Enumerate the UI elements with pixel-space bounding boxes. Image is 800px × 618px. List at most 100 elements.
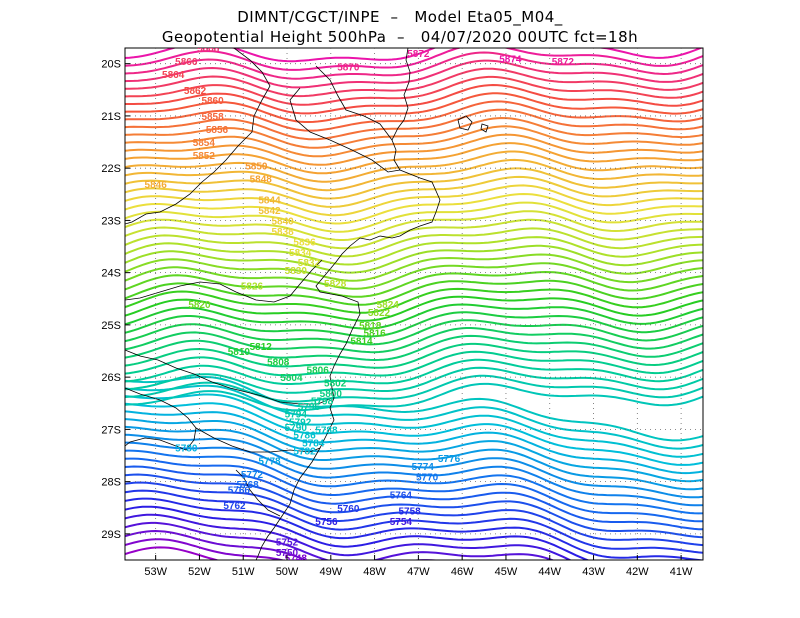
contour-line xyxy=(125,513,573,560)
lon-tick-label: 45W xyxy=(495,566,518,578)
contour-label: 5788 xyxy=(315,425,338,436)
contour-line xyxy=(125,418,703,483)
contour-line xyxy=(125,457,703,523)
longitude-axis: 53W 52W 51W 50W 49W 48W 47W 46W 45W 44W 43W 42W 41W xyxy=(144,555,693,578)
lat-tick-label: 21S xyxy=(101,111,121,123)
title-line-1: DIMNT/CGCT/INPE – Model Eta05_M04_ xyxy=(237,8,563,26)
contour-label: 5752 xyxy=(276,538,299,549)
contour-line xyxy=(125,410,703,475)
contour-line xyxy=(125,402,703,466)
contour-line xyxy=(125,334,703,362)
contour-line xyxy=(125,83,703,115)
lon-tick-label: 47W xyxy=(407,566,430,578)
state-border-5 xyxy=(125,349,333,405)
contour-line xyxy=(125,125,703,158)
lat-tick-label: 22S xyxy=(101,163,121,175)
contour-label: 5842 xyxy=(258,206,281,217)
contour-line xyxy=(125,116,703,149)
contour-label: 5840 xyxy=(272,216,295,227)
contour-line xyxy=(125,342,703,369)
island-2 xyxy=(480,123,489,133)
contour-line xyxy=(125,497,703,560)
contour-label: 5766 xyxy=(228,485,251,496)
contour-label: 5784 xyxy=(302,438,325,449)
contour-label: 5834 xyxy=(289,248,312,259)
contour-label: 5772 xyxy=(241,470,264,481)
contour-line xyxy=(125,538,286,560)
contour-label: 5838 xyxy=(272,227,295,238)
contour-label: 5808 xyxy=(267,357,290,368)
contour-label: 5792 xyxy=(289,418,312,429)
contour-label: 5804 xyxy=(280,373,303,384)
state-border-2 xyxy=(315,65,393,141)
contour-label: 5764 xyxy=(390,491,413,502)
contour-line xyxy=(125,425,703,491)
lon-tick-label: 43W xyxy=(582,566,605,578)
plot-frame xyxy=(124,47,704,561)
contour-line xyxy=(125,75,703,106)
state-border-7 xyxy=(195,427,321,453)
contour-label: 5872 xyxy=(552,57,575,68)
contour-label: 5758 xyxy=(398,506,421,517)
lat-tick-label: 26S xyxy=(101,372,121,384)
contour-line xyxy=(125,382,703,412)
island-1 xyxy=(457,115,473,131)
contour-label: 5828 xyxy=(324,279,347,290)
contour-line xyxy=(125,393,703,458)
contour-line xyxy=(125,236,703,266)
contour-label: 5814 xyxy=(350,337,373,348)
contour-label: 5756 xyxy=(315,517,338,528)
contour-line xyxy=(125,48,703,71)
contour-line xyxy=(125,218,703,250)
lon-tick-label: 44W xyxy=(538,566,561,578)
contour-label: 5798 xyxy=(311,397,334,408)
lon-tick-label: 53W xyxy=(144,566,167,578)
state-border-3 xyxy=(289,87,401,173)
contour-line xyxy=(125,311,703,338)
contour-line xyxy=(125,244,703,274)
contour-line xyxy=(125,108,703,141)
contour-label: 5836 xyxy=(293,237,316,248)
contour-line xyxy=(125,167,703,200)
contour-label: 5810 xyxy=(228,347,251,358)
lat-tick-label: 27S xyxy=(101,424,121,436)
contour-label: 5826 xyxy=(241,282,264,293)
contour-line xyxy=(125,375,703,442)
lon-tick-label: 52W xyxy=(188,566,211,578)
contour-line xyxy=(125,449,703,515)
contour-line xyxy=(125,319,703,346)
contour-label: 5794 xyxy=(285,410,308,421)
lon-tick-label: 46W xyxy=(451,566,474,578)
contour-line xyxy=(125,67,703,98)
state-border-6 xyxy=(125,387,197,451)
contour-label: 5780 xyxy=(175,444,198,455)
contour-line xyxy=(125,150,703,183)
contour-label: 5782 xyxy=(293,446,316,457)
state-border-4 xyxy=(125,259,323,303)
lat-tick-label: 29S xyxy=(101,529,121,541)
lon-tick-label: 50W xyxy=(276,566,299,578)
contour-line xyxy=(125,201,703,233)
contour-line xyxy=(125,489,703,554)
contour-label: 5768 xyxy=(236,480,259,491)
contour-label: 5776 xyxy=(438,454,461,465)
contour-line xyxy=(125,270,703,298)
contour-line xyxy=(125,100,703,132)
contour-line xyxy=(125,253,703,282)
contour-label: 5824 xyxy=(377,300,400,311)
contour-line xyxy=(125,59,703,89)
contour-label: 5774 xyxy=(412,462,435,473)
lon-tick-label: 41W xyxy=(670,566,693,578)
contour-line xyxy=(125,350,703,377)
contour-label: 5872 xyxy=(407,49,430,60)
contour-label: 5844 xyxy=(258,196,281,207)
contour-label: 5812 xyxy=(250,342,273,353)
title-line-2: Geopotential Height 500hPa – 04/07/2020 … xyxy=(161,28,639,46)
contour-label: 5818 xyxy=(359,321,382,332)
lon-tick-label: 51W xyxy=(232,566,255,578)
latitude-axis: 20S 21S 22S 23S 24S 25S 26S 27S 28S 29S xyxy=(101,59,130,541)
contour-line xyxy=(125,51,703,80)
lon-tick-label: 48W xyxy=(363,566,386,578)
